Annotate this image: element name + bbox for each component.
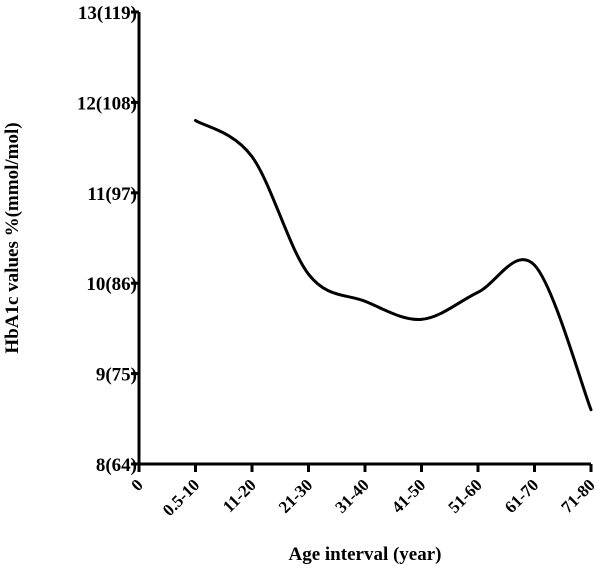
axes: [137, 12, 591, 466]
y-tick-label: 9(75): [96, 365, 137, 386]
x-tick-label: 51-60: [444, 475, 485, 516]
x-tick-label: 71-80: [557, 475, 596, 516]
y-axis-ticks: 8(64) 9(75) 10(86) 11(97) 12(108) 13(119): [77, 3, 139, 476]
series-group: [194, 118, 593, 412]
y-tick-label: 11(97): [87, 184, 137, 205]
x-axis-ticks: 0 0.5-10 11-20 21-30 31-40 41-50 51-60 61-70 71-…: [127, 464, 596, 520]
y-tick-label: 10(86): [86, 274, 137, 295]
x-tick-label: 31-40: [331, 475, 372, 516]
x-axis-title: Age interval (year): [289, 544, 442, 565]
y-tick-label: 12(108): [77, 93, 137, 114]
y-tick-label: 13(119): [78, 3, 137, 24]
x-tick-label: 41-50: [388, 475, 429, 516]
y-axis-title: HbA1c values %(mmol/mol): [2, 122, 23, 353]
x-tick-label: 11-20: [219, 475, 260, 516]
x-tick-label: 0.5-10: [159, 475, 203, 519]
x-tick-label: 0: [127, 475, 146, 494]
x-tick-label: 61-70: [501, 475, 542, 516]
x-tick-label: 21-30: [275, 475, 316, 516]
series-line: [194, 118, 593, 412]
y-tick-label: 8(64): [96, 455, 137, 476]
